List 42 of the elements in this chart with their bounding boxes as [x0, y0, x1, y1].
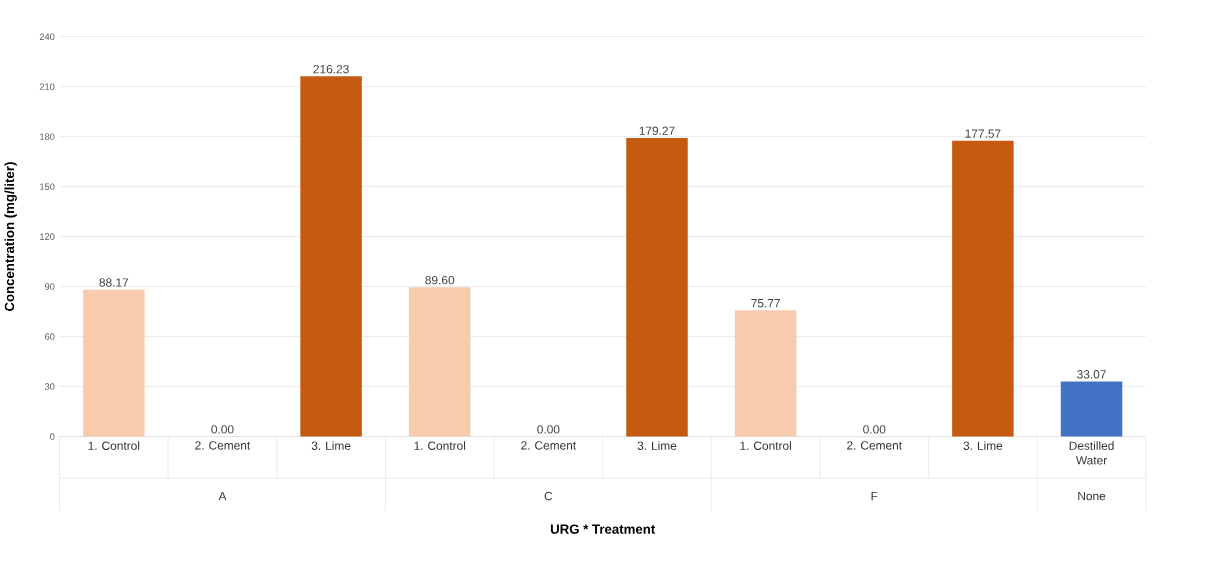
y-tick-label: 150 — [40, 183, 55, 190]
data-label: 177.57 — [965, 129, 1001, 138]
x-tick-label: 1. Control — [414, 441, 466, 450]
data-label: 216.23 — [313, 64, 349, 74]
x-tick-label: 2. Cement — [847, 441, 902, 450]
data-label: 88.17 — [99, 278, 129, 287]
x-tick-label: 3. Lime — [311, 441, 351, 450]
data-label: 179.27 — [639, 126, 675, 135]
bar — [734, 310, 797, 437]
x-tick-label: 1. Control — [88, 441, 140, 450]
data-label: 0.00 — [537, 424, 560, 434]
x-tick-label: 2. Cement — [195, 441, 251, 450]
x-tick-label: 3. Lime — [637, 441, 677, 450]
y-tick-label: 0 — [50, 433, 55, 440]
y-tick-label: 90 — [44, 283, 55, 290]
y-tick-label: 60 — [45, 333, 55, 340]
y-tick-label: 210 — [39, 83, 55, 90]
data-label: 89.60 — [425, 275, 455, 285]
bar — [626, 137, 688, 437]
bar — [83, 289, 145, 437]
x-tick-label: 3. Lime — [963, 441, 1003, 450]
bar — [408, 287, 471, 437]
y-tick-label: 240 — [39, 33, 55, 40]
text: None — [1078, 491, 1106, 501]
data-label: 0.00 — [863, 424, 886, 434]
y-tick-label: 180 — [40, 133, 55, 140]
bar — [952, 140, 1014, 437]
data-label: 33.07 — [1077, 369, 1106, 379]
y-axis-title: Concentration (mg/liter) — [4, 162, 17, 311]
y-tick-label: 30 — [44, 383, 55, 390]
bar — [1060, 381, 1123, 437]
y-tick-label: 120 — [40, 233, 55, 240]
x-tick-label: 1. Control — [740, 441, 791, 450]
text: A — [218, 491, 227, 500]
x-axis-title: URG * Treatment — [550, 524, 656, 534]
text: C — [544, 491, 553, 501]
data-label: 0.00 — [211, 424, 234, 434]
data-label: 75.77 — [751, 298, 780, 308]
x-tick-label: Destilled Water — [1069, 441, 1114, 465]
text: F — [871, 491, 878, 500]
bar — [300, 76, 362, 437]
x-tick-label: 2. Cement — [521, 441, 577, 450]
